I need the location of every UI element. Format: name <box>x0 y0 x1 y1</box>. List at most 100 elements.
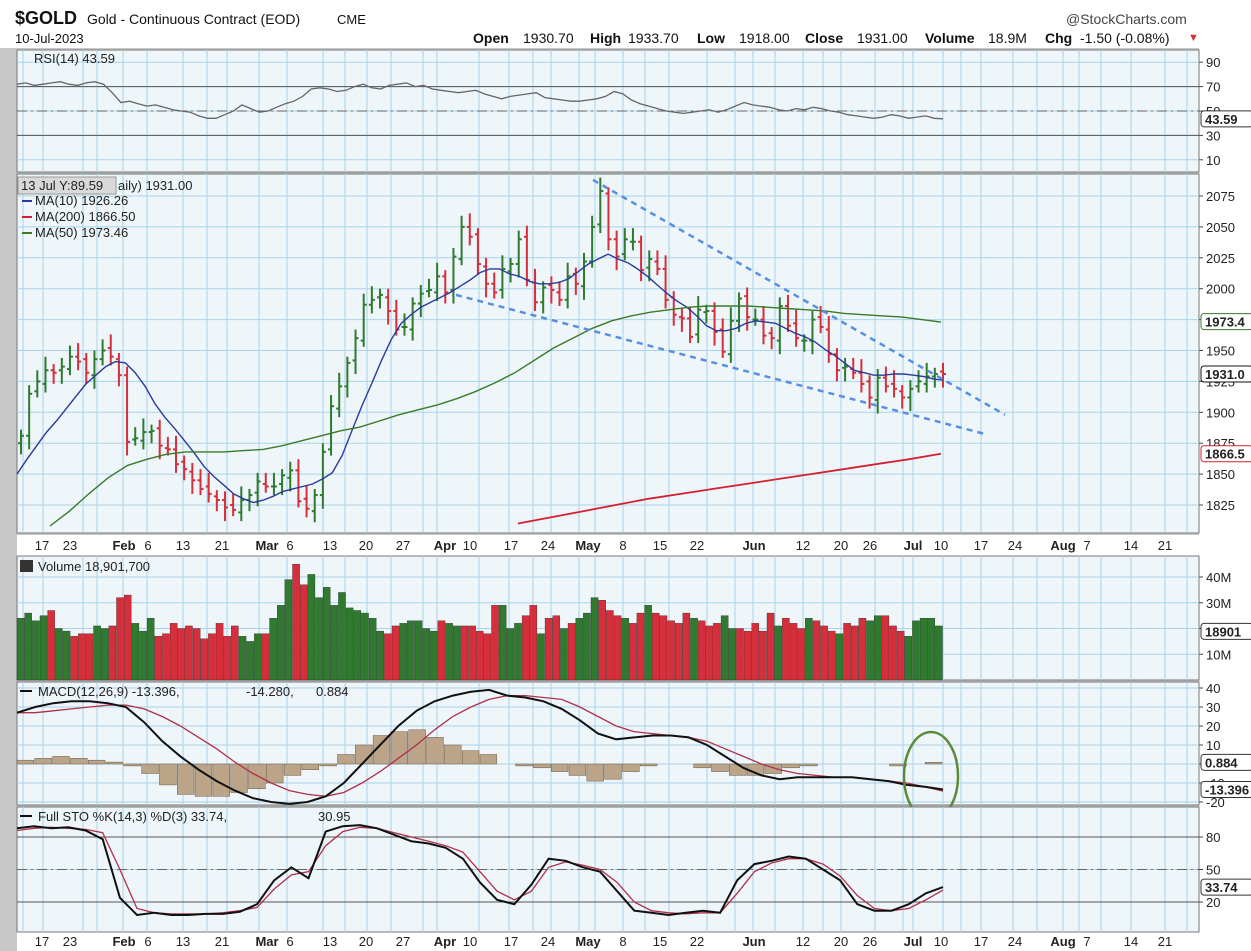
date-axis-top-background <box>17 535 1199 557</box>
macd-histogram-bar <box>640 763 658 767</box>
volume-legend: Volume 18,901,700 <box>38 559 150 574</box>
high-value: 1933.70 <box>628 30 679 46</box>
price-bar <box>605 187 612 251</box>
date-axis-bottom-label: Mar <box>255 934 278 949</box>
volume-bar <box>162 633 170 681</box>
volume-bar <box>896 630 905 681</box>
volume-bar <box>185 625 193 681</box>
price-bar <box>238 486 245 522</box>
axis-background <box>1199 48 1251 951</box>
sto-axis-tick-label: 20 <box>1206 895 1220 910</box>
price-bar <box>221 491 228 522</box>
price-bar <box>891 370 898 398</box>
date-axis-bottom-label: 10 <box>934 934 948 949</box>
price-bar <box>621 228 628 261</box>
macd-line <box>16 688 944 805</box>
price-bar <box>760 306 767 345</box>
price-bar <box>646 250 653 282</box>
change-down-icon: ▼ <box>1188 32 1199 44</box>
price-bar <box>115 352 122 387</box>
volume-bar <box>873 615 882 681</box>
macd-histogram-bar <box>105 761 124 765</box>
volume-legend-icon <box>20 560 33 572</box>
date-axis-top-label: 7 <box>1083 538 1090 553</box>
volume-bar <box>62 630 71 681</box>
price-bar <box>205 472 212 503</box>
macd-axis-tick-label: 40 <box>1206 681 1220 696</box>
volume-bar <box>368 618 377 681</box>
high-label: High <box>590 30 622 46</box>
volume-bar <box>39 615 48 681</box>
price-axis-tick-label: 2025 <box>1206 251 1235 266</box>
date-axis-top-label: 6 <box>144 538 151 553</box>
date-axis-bottom-label: 27 <box>396 934 410 949</box>
macd-histogram-bar <box>622 763 640 772</box>
volume-label: Volume <box>925 30 975 46</box>
price-bar <box>377 288 384 309</box>
volume-bar <box>560 628 568 681</box>
price-axis-tick-label: 2075 <box>1206 189 1235 204</box>
macd-legend: MACD(12,26,9) -13.396, <box>38 684 180 699</box>
price-axis-tick-label: 1900 <box>1206 405 1235 420</box>
date-axis-bottom-label: 26 <box>863 934 877 949</box>
macd-histogram-bar <box>248 763 266 789</box>
price-bar <box>687 307 694 344</box>
volume-bar <box>904 636 913 681</box>
volume-bar <box>223 636 231 681</box>
date-axis-top-label: 20 <box>834 538 848 553</box>
macd-signal-line <box>17 694 944 797</box>
price-bar <box>515 230 522 278</box>
volume-bar <box>667 620 675 681</box>
date-axis-bottom-label: 17 <box>35 934 49 949</box>
price-bar <box>409 297 416 341</box>
volume-value-tag: 18901 <box>1205 624 1241 639</box>
price-bar <box>164 437 171 456</box>
rsi-axis-tick-label: 10 <box>1206 153 1220 168</box>
price-bar <box>58 357 65 384</box>
macd-histogram-bar <box>87 759 106 765</box>
macd-histogram-bar <box>444 744 462 765</box>
date-axis-bottom-label: Apr <box>434 934 456 949</box>
volume-bar <box>146 618 155 681</box>
price-bar <box>915 370 922 393</box>
volume-value: 18.9M <box>988 30 1027 46</box>
volume-bar <box>659 615 668 681</box>
price-bar <box>148 424 155 444</box>
macd-histogram-bar <box>16 759 35 765</box>
volume-bar <box>277 605 285 681</box>
price-bar <box>825 315 832 363</box>
volume-bar <box>345 607 354 681</box>
price-bar <box>124 366 131 456</box>
price-bar <box>66 345 73 376</box>
volume-bar <box>881 615 890 681</box>
macd-histogram-bar <box>604 763 622 780</box>
price-bar <box>899 385 906 409</box>
sto-axis-tick-label: 50 <box>1206 863 1220 878</box>
volume-bar <box>70 636 78 681</box>
macd-histogram-bar <box>408 729 426 765</box>
price-bar <box>507 257 514 283</box>
volume-bar <box>835 633 844 681</box>
date-axis-bottom-label: 6 <box>286 934 293 949</box>
price-bar <box>287 461 294 492</box>
price-bar <box>654 250 661 276</box>
price-bar <box>140 418 147 450</box>
volume-bar <box>116 597 124 681</box>
macd-histogram-bar <box>711 763 729 772</box>
date-axis-bottom-label: Aug <box>1050 934 1075 949</box>
volume-bar <box>797 628 805 681</box>
volume-bar <box>254 633 262 681</box>
volume-bar <box>759 630 767 681</box>
date-axis-top-label: 8 <box>619 538 626 553</box>
volume-bar <box>261 633 270 681</box>
ma10-legend: MA(10) 1926.26 <box>35 193 128 208</box>
tooltip-box <box>17 176 117 195</box>
macd-axis-tick-label: 20 <box>1206 719 1220 734</box>
sto-axis-tick-label: 80 <box>1206 830 1220 845</box>
volume-bar <box>583 612 591 681</box>
macd-value-tag-box <box>1200 780 1251 798</box>
date-axis-bottom-label: Jun <box>742 934 765 949</box>
date-axis-bottom-label: 7 <box>1083 934 1090 949</box>
